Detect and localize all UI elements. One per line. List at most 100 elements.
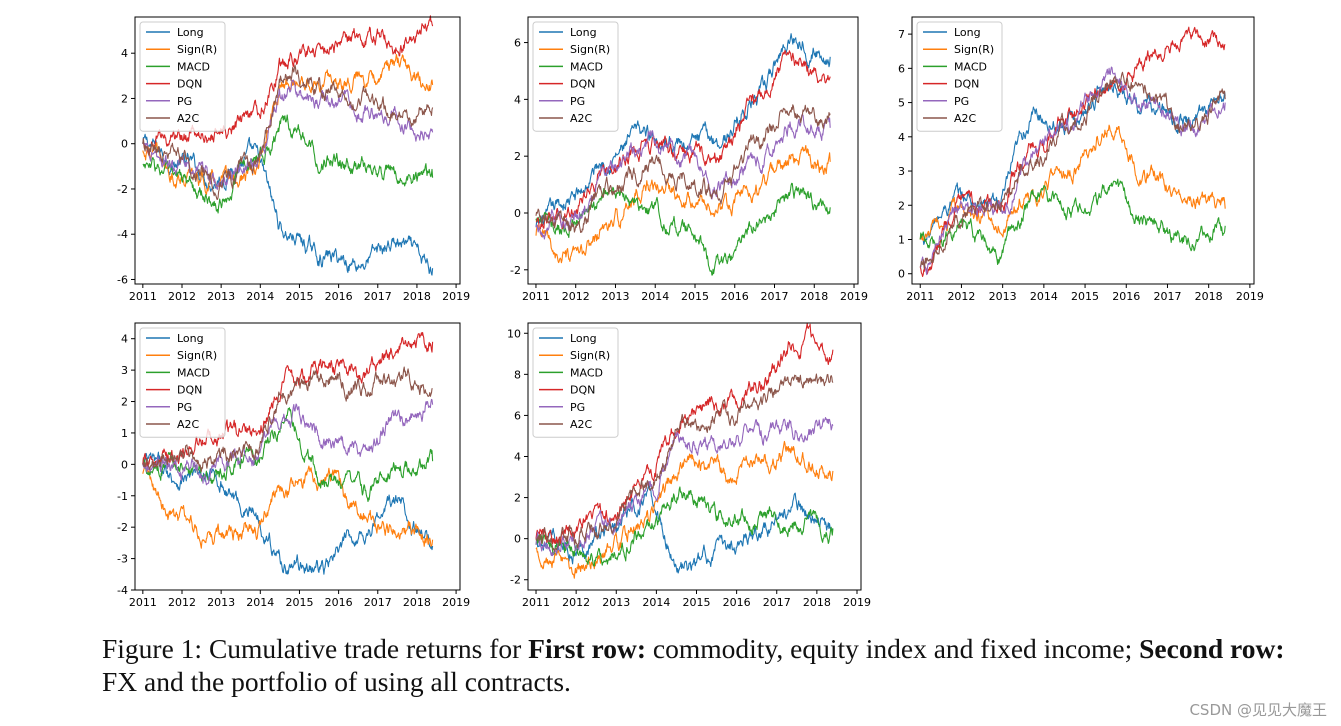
y-tick-label: 0 [514, 207, 521, 220]
watermark: CSDN @见见大魔王 [1189, 701, 1327, 719]
legend-label: A2C [954, 112, 977, 125]
x-tick-label: 2012 [562, 596, 590, 609]
y-tick-label: 6 [514, 409, 521, 422]
x-tick-label: 2013 [601, 290, 629, 303]
series-line-macd [919, 178, 1226, 266]
series-line-pg [142, 398, 434, 486]
legend-label: MACD [177, 60, 210, 73]
series-line-macd [535, 182, 831, 276]
legend-label: PG [570, 95, 585, 108]
legend-label: PG [570, 401, 585, 414]
x-tick-label: 2017 [761, 290, 789, 303]
x-tick-label: 2011 [129, 290, 157, 303]
y-tick-label: -4 [117, 584, 128, 597]
x-tick-label: 2013 [207, 596, 235, 609]
y-tick-label: -2 [117, 183, 128, 196]
series-line-a2c [535, 104, 831, 234]
series-line-signr [142, 53, 434, 196]
x-tick-label: 2017 [364, 596, 392, 609]
x-tick-label: 2011 [522, 290, 550, 303]
y-tick-label: 0 [514, 533, 521, 546]
x-tick-label: 2014 [246, 596, 274, 609]
x-tick-label: 2015 [1071, 290, 1099, 303]
x-tick-label: 2015 [285, 596, 313, 609]
chart-panel-5: 2011 2012 2013 2014 2015 2016 2017 2018 2019 -2 0 2… [507, 322, 871, 609]
y-tick-label: 4 [121, 333, 128, 346]
y-tick-label: 4 [121, 47, 128, 60]
series-line-long [142, 133, 434, 276]
legend-label: DQN [177, 78, 202, 91]
series-line-dqn [919, 26, 1226, 278]
axes-frame [134, 16, 461, 285]
caption-suffix: FX and the portfolio of using all contra… [102, 666, 571, 697]
x-tick-label: 2014 [641, 290, 669, 303]
y-tick-label: 0 [898, 268, 905, 281]
x-tick-label: 2018 [800, 290, 828, 303]
series-line-signr [535, 440, 834, 579]
x-tick-label: 2016 [721, 290, 749, 303]
y-tick-label: 2 [898, 199, 905, 212]
axes-frame [527, 16, 859, 285]
series-line-dqn [142, 331, 434, 468]
x-tick-label: 2011 [129, 596, 157, 609]
series-line-a2c [535, 373, 834, 552]
x-tick-label: 2016 [325, 596, 353, 609]
y-tick-label: 1 [898, 234, 905, 247]
caption-bold-first-row: First row: [528, 633, 647, 664]
y-tick-label: 8 [514, 368, 521, 381]
figure-caption: Figure 1: Cumulative trade returns for F… [102, 632, 1292, 698]
legend-label: DQN [570, 384, 595, 397]
x-tick-label: 2012 [947, 290, 975, 303]
x-tick-label: 2018 [403, 290, 431, 303]
legend-label: Long [570, 26, 597, 39]
x-tick-label: 2018 [803, 596, 831, 609]
y-tick-label: 7 [898, 28, 905, 41]
y-tick-label: -1 [117, 490, 128, 503]
x-tick-label: 2013 [207, 290, 235, 303]
x-tick-label: 2012 [168, 596, 196, 609]
y-tick-label: 2 [514, 150, 521, 163]
legend-label: Sign(R) [954, 43, 994, 56]
legend-label: PG [954, 95, 969, 108]
y-tick-label: 5 [898, 97, 905, 110]
series-line-signr [142, 465, 434, 549]
series-line-pg [535, 416, 834, 557]
legend-label: DQN [954, 78, 979, 91]
x-tick-label: 2019 [442, 290, 470, 303]
x-tick-label: 2018 [403, 596, 431, 609]
series-line-signr [919, 124, 1226, 242]
y-tick-label: 2 [121, 396, 128, 409]
y-tick-label: 1 [121, 427, 128, 440]
x-tick-label: 2017 [763, 596, 791, 609]
legend-label: PG [177, 401, 192, 414]
legend-label: PG [177, 95, 192, 108]
legend: Long Sign(R) MACD DQN PG A2C [916, 21, 1003, 132]
legend-label: Sign(R) [570, 43, 610, 56]
caption-middle: commodity, equity index and fixed income… [646, 633, 1140, 664]
series-line-macd [142, 407, 434, 503]
x-tick-label: 2011 [522, 596, 550, 609]
series-line-pg [535, 114, 831, 240]
y-tick-label: -2 [510, 264, 521, 277]
caption-prefix: Figure 1: Cumulative trade returns for [102, 633, 529, 664]
x-tick-label: 2014 [246, 290, 274, 303]
chart-panel-1: 2011 2012 2013 2014 2015 2016 2017 2018 2019 -6 -4… [117, 15, 470, 303]
legend-label: A2C [177, 112, 200, 125]
series-line-macd [142, 114, 434, 214]
y-tick-label: 0 [121, 458, 128, 471]
x-tick-label: 2013 [602, 596, 630, 609]
legend-label: MACD [570, 366, 603, 379]
x-tick-label: 2015 [683, 596, 711, 609]
legend-label: Long [177, 26, 204, 39]
legend: Long Sign(R) MACD DQN PG A2C [532, 21, 619, 132]
legend-label: MACD [177, 366, 210, 379]
series-line-signr [535, 144, 831, 264]
x-tick-label: 2012 [562, 290, 590, 303]
caption-bold-second-row: Second row: [1139, 633, 1285, 664]
y-tick-label: 2 [514, 492, 521, 505]
series-line-long [142, 451, 434, 575]
x-tick-label: 2015 [681, 290, 709, 303]
chart-panel-2: 2011 2012 2013 2014 2015 2016 2017 2018 2019 -2 0 2… [510, 16, 868, 303]
legend: Long Sign(R) MACD DQN PG A2C [139, 327, 226, 438]
series-line-pg [142, 79, 434, 190]
